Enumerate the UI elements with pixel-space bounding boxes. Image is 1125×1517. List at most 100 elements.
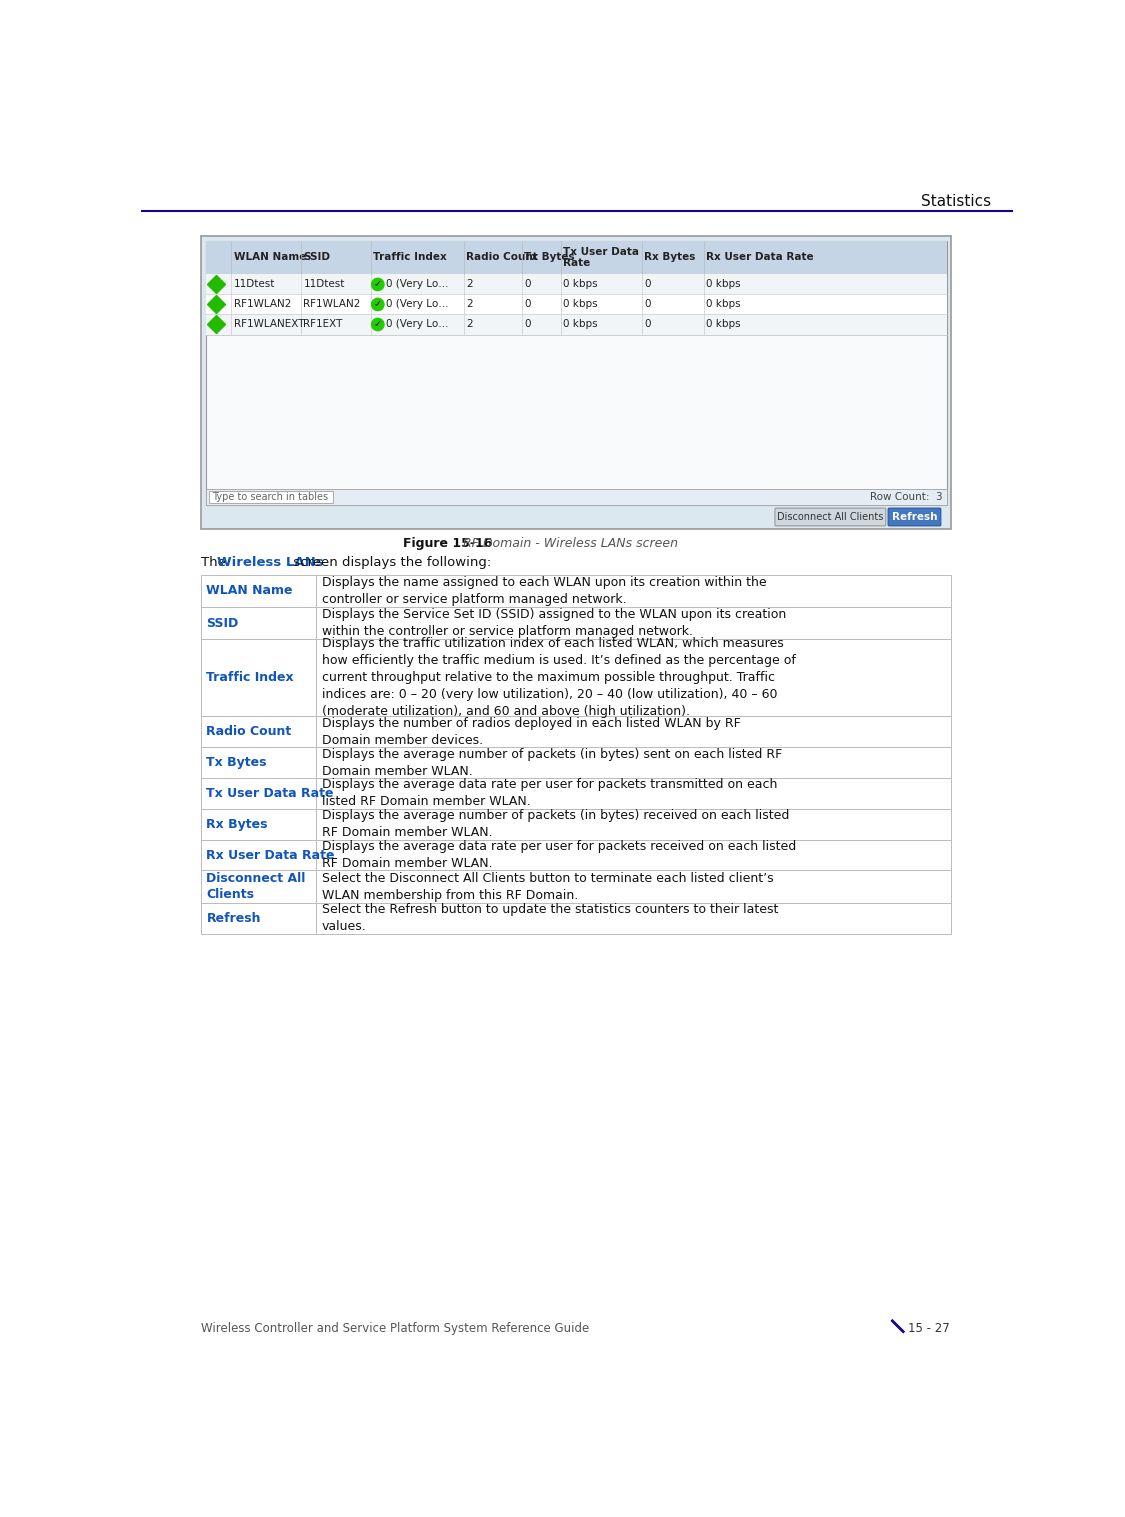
Text: The: The	[201, 555, 231, 569]
Text: Disconnect All Clients: Disconnect All Clients	[777, 513, 883, 522]
Text: Displays the traffic utilization index of each listed WLAN, which measures
how e: Displays the traffic utilization index o…	[322, 637, 795, 719]
Text: Rx Bytes: Rx Bytes	[645, 252, 695, 262]
Text: Refresh: Refresh	[207, 912, 261, 925]
Text: 0 (Very Lo…: 0 (Very Lo…	[386, 279, 449, 290]
FancyBboxPatch shape	[316, 607, 952, 640]
FancyBboxPatch shape	[201, 748, 316, 778]
FancyBboxPatch shape	[316, 575, 952, 607]
Circle shape	[371, 278, 384, 291]
Text: 0 kbps: 0 kbps	[706, 320, 741, 329]
Text: SSID: SSID	[207, 617, 238, 630]
Text: Wireless LANs: Wireless LANs	[217, 555, 323, 569]
FancyBboxPatch shape	[316, 748, 952, 778]
Text: 0 (Very Lo…: 0 (Very Lo…	[386, 320, 449, 329]
Text: 0: 0	[524, 320, 531, 329]
Text: 0 kbps: 0 kbps	[562, 320, 597, 329]
Text: 0: 0	[524, 279, 531, 290]
Text: Disconnect All
Clients: Disconnect All Clients	[207, 872, 306, 901]
FancyBboxPatch shape	[775, 508, 885, 526]
Text: RF1EXT: RF1EXT	[304, 320, 343, 329]
Text: Select the Disconnect All Clients button to terminate each listed client’s
WLAN : Select the Disconnect All Clients button…	[322, 872, 774, 901]
Text: RF1WLAN2: RF1WLAN2	[304, 299, 361, 309]
FancyBboxPatch shape	[201, 575, 316, 607]
Text: Tx User Data
Rate: Tx User Data Rate	[562, 247, 639, 269]
Text: screen displays the following:: screen displays the following:	[289, 555, 490, 569]
FancyBboxPatch shape	[201, 903, 316, 933]
Text: 0 kbps: 0 kbps	[562, 279, 597, 290]
Text: WLAN Name: WLAN Name	[234, 252, 306, 262]
Text: 2: 2	[466, 320, 472, 329]
Text: 0: 0	[524, 299, 531, 309]
Text: Wireless Controller and Service Platform System Reference Guide: Wireless Controller and Service Platform…	[201, 1323, 590, 1335]
FancyBboxPatch shape	[206, 275, 946, 294]
Text: Type to search in tables: Type to search in tables	[212, 492, 328, 502]
Text: Figure 15-16: Figure 15-16	[403, 537, 492, 551]
FancyBboxPatch shape	[201, 640, 316, 716]
Text: 0: 0	[645, 320, 651, 329]
Text: Refresh: Refresh	[892, 513, 937, 522]
FancyBboxPatch shape	[206, 488, 946, 505]
FancyBboxPatch shape	[209, 492, 333, 504]
Circle shape	[371, 299, 384, 311]
Text: Select the Refresh button to update the statistics counters to their latest
valu: Select the Refresh button to update the …	[322, 903, 778, 933]
Text: 0: 0	[645, 299, 651, 309]
Text: 0 kbps: 0 kbps	[562, 299, 597, 309]
FancyBboxPatch shape	[201, 871, 316, 903]
FancyBboxPatch shape	[201, 716, 316, 748]
FancyBboxPatch shape	[316, 716, 952, 748]
Text: SSID: SSID	[304, 252, 331, 262]
FancyBboxPatch shape	[206, 507, 946, 526]
Text: Radio Count: Radio Count	[466, 252, 538, 262]
Text: Displays the average data rate per user for packets transmitted on each
listed R: Displays the average data rate per user …	[322, 778, 777, 809]
Text: 11Dtest: 11Dtest	[304, 279, 344, 290]
FancyBboxPatch shape	[316, 640, 952, 716]
Text: Rx User Data Rate: Rx User Data Rate	[706, 252, 814, 262]
FancyBboxPatch shape	[316, 839, 952, 871]
FancyBboxPatch shape	[316, 809, 952, 839]
Text: Displays the average number of packets (in bytes) received on each listed
RF Dom: Displays the average number of packets (…	[322, 809, 790, 839]
Text: Displays the number of radios deployed in each listed WLAN by RF
Domain member d: Displays the number of radios deployed i…	[322, 718, 740, 746]
Text: 0 kbps: 0 kbps	[706, 279, 741, 290]
Text: RF Domain - Wireless LANs screen: RF Domain - Wireless LANs screen	[456, 537, 678, 551]
Text: Traffic Index: Traffic Index	[207, 672, 294, 684]
FancyBboxPatch shape	[316, 778, 952, 809]
Text: Rx Bytes: Rx Bytes	[207, 818, 268, 831]
FancyBboxPatch shape	[316, 903, 952, 933]
Text: Displays the average number of packets (in bytes) sent on each listed RF
Domain : Displays the average number of packets (…	[322, 748, 782, 778]
Text: ✓: ✓	[374, 299, 381, 309]
Text: 11Dtest: 11Dtest	[234, 279, 274, 290]
FancyBboxPatch shape	[201, 237, 952, 528]
Text: ✓: ✓	[374, 320, 381, 329]
FancyBboxPatch shape	[206, 314, 946, 335]
FancyBboxPatch shape	[201, 809, 316, 839]
Text: Traffic Index: Traffic Index	[374, 252, 447, 262]
Text: Rx User Data Rate: Rx User Data Rate	[207, 848, 335, 862]
Text: 15 - 27: 15 - 27	[908, 1323, 950, 1335]
Text: 2: 2	[466, 299, 472, 309]
FancyBboxPatch shape	[888, 508, 940, 526]
Text: 2: 2	[466, 279, 472, 290]
Text: Displays the Service Set ID (SSID) assigned to the WLAN upon its creation
within: Displays the Service Set ID (SSID) assig…	[322, 608, 786, 639]
Text: Displays the name assigned to each WLAN upon its creation within the
controller : Displays the name assigned to each WLAN …	[322, 576, 766, 605]
Text: Radio Count: Radio Count	[207, 725, 291, 739]
FancyBboxPatch shape	[206, 241, 946, 505]
Text: Tx User Data Rate: Tx User Data Rate	[207, 787, 334, 799]
Text: 0 kbps: 0 kbps	[706, 299, 741, 309]
Text: RF1WLANEXT: RF1WLANEXT	[234, 320, 304, 329]
Text: WLAN Name: WLAN Name	[207, 584, 292, 598]
FancyBboxPatch shape	[316, 871, 952, 903]
FancyBboxPatch shape	[201, 607, 316, 640]
FancyBboxPatch shape	[201, 778, 316, 809]
Text: 0 (Very Lo…: 0 (Very Lo…	[386, 299, 449, 309]
Text: ✓: ✓	[374, 279, 381, 290]
Text: Displays the average data rate per user for packets received on each listed
RF D: Displays the average data rate per user …	[322, 840, 796, 871]
FancyBboxPatch shape	[206, 241, 946, 275]
Text: Statistics: Statistics	[920, 194, 991, 209]
Circle shape	[371, 319, 384, 331]
Text: Tx Bytes: Tx Bytes	[524, 252, 575, 262]
Text: Tx Bytes: Tx Bytes	[207, 755, 267, 769]
Text: 0: 0	[645, 279, 651, 290]
Text: Row Count:  3: Row Count: 3	[870, 492, 943, 502]
FancyBboxPatch shape	[206, 294, 946, 314]
FancyBboxPatch shape	[201, 839, 316, 871]
